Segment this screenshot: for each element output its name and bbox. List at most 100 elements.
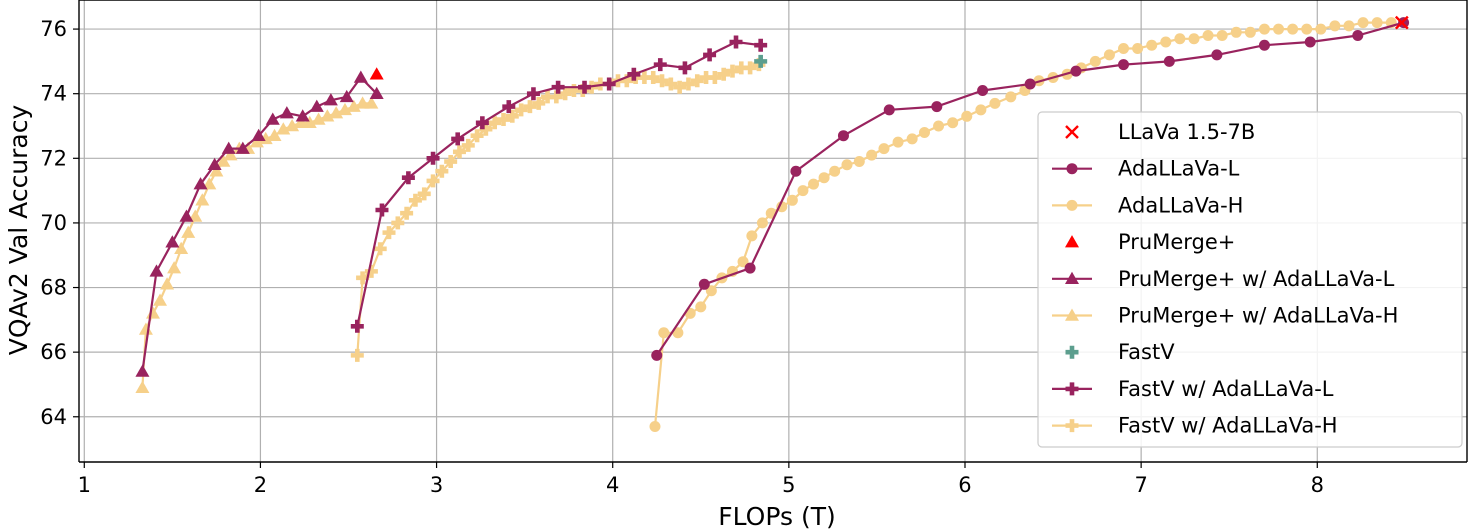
data-point: [717, 67, 731, 81]
data-point: [743, 61, 757, 75]
data-point: [295, 109, 310, 122]
x-tick-label: 3: [430, 473, 443, 497]
data-point: [593, 77, 607, 91]
data-point: [488, 116, 502, 130]
data-point: [329, 106, 344, 119]
data-point: [602, 77, 616, 91]
data-point: [138, 322, 153, 335]
data-point: [655, 74, 669, 88]
data-point: [1315, 23, 1327, 35]
legend-item: PruMerge+ w/ AdaLLaVa-L: [1052, 267, 1395, 291]
legend-marker: [1065, 382, 1079, 396]
x-axis: 1 2 3 4 5 6 7 8: [78, 462, 1324, 497]
data-point: [786, 194, 798, 206]
data-point: [532, 96, 546, 110]
data-point: [837, 130, 849, 142]
data-point: [311, 112, 326, 125]
y-tick-label: 70: [40, 211, 67, 235]
data-point: [637, 71, 651, 85]
data-point: [776, 201, 788, 213]
data-point: [627, 67, 641, 81]
data-point: [746, 230, 758, 242]
data-point: [276, 122, 291, 135]
legend-marker: [1066, 163, 1078, 175]
data-point: [1343, 20, 1355, 32]
data-point: [160, 277, 175, 290]
series-llava-1-5-7b: [1394, 15, 1409, 30]
data-point: [523, 100, 537, 114]
data-point: [1089, 55, 1101, 67]
data-point: [382, 226, 396, 240]
data-point: [975, 104, 987, 116]
x-tick-label: 8: [1311, 473, 1324, 497]
data-point: [505, 109, 519, 123]
data-point: [426, 151, 440, 165]
data-point: [350, 319, 364, 333]
y-tick-label: 72: [40, 146, 67, 170]
data-point: [356, 271, 370, 285]
y-tick-label: 74: [40, 82, 67, 106]
data-point: [470, 129, 484, 143]
data-point: [188, 209, 203, 222]
data-point: [673, 80, 687, 94]
data-point: [145, 306, 160, 319]
data-point: [947, 117, 959, 129]
data-point: [221, 141, 236, 154]
data-point: [167, 261, 182, 274]
data-point: [355, 96, 370, 109]
data-point: [285, 119, 300, 132]
data-point: [302, 115, 317, 129]
data-point: [1174, 33, 1186, 45]
series-line: [653, 21, 1392, 427]
data-point: [961, 110, 973, 122]
legend-marker: [1065, 125, 1079, 139]
data-point: [1352, 30, 1364, 42]
data-point: [931, 101, 943, 113]
data-point: [279, 106, 294, 119]
data-point: [350, 348, 364, 362]
data-point: [1005, 91, 1017, 103]
data-point: [267, 128, 282, 141]
legend-marker: [1065, 345, 1079, 359]
data-point: [369, 67, 384, 80]
data-point: [400, 206, 414, 220]
data-point: [541, 90, 555, 104]
data-point: [1070, 65, 1082, 77]
x-tick-label: 5: [782, 473, 795, 497]
data-point: [558, 87, 572, 101]
y-axis-title: VQAv2 Val Accuracy: [4, 105, 33, 356]
legend-item: AdaLLaVa-H: [1052, 193, 1243, 217]
data-point: [153, 293, 168, 306]
data-point: [651, 349, 663, 361]
data-point: [451, 132, 465, 146]
legend-marker: [1065, 308, 1079, 321]
data-point: [364, 96, 379, 109]
data-point: [989, 97, 1001, 109]
x-tick-label: 7: [1134, 473, 1147, 497]
data-point: [181, 225, 196, 238]
data-point: [408, 193, 422, 207]
data-point: [705, 285, 717, 297]
data-point: [1146, 39, 1158, 51]
data-point: [551, 80, 565, 94]
data-point: [695, 301, 707, 313]
data-point: [265, 112, 280, 125]
data-point: [672, 327, 684, 339]
data-point: [1132, 42, 1144, 54]
series-adallava-h: [649, 17, 1397, 432]
data-point: [841, 159, 853, 171]
data-point: [737, 256, 749, 268]
data-point: [497, 113, 511, 127]
data-point: [1258, 39, 1270, 51]
data-point: [149, 264, 164, 277]
data-point: [1211, 49, 1223, 61]
series-prumerge-: [369, 67, 384, 80]
data-point: [1287, 23, 1299, 35]
data-point: [829, 165, 841, 177]
data-point: [1024, 78, 1036, 90]
series-fastv-w-adallava-l: [350, 35, 768, 333]
data-point: [320, 109, 335, 122]
data-point: [681, 77, 695, 91]
data-point: [526, 87, 540, 101]
